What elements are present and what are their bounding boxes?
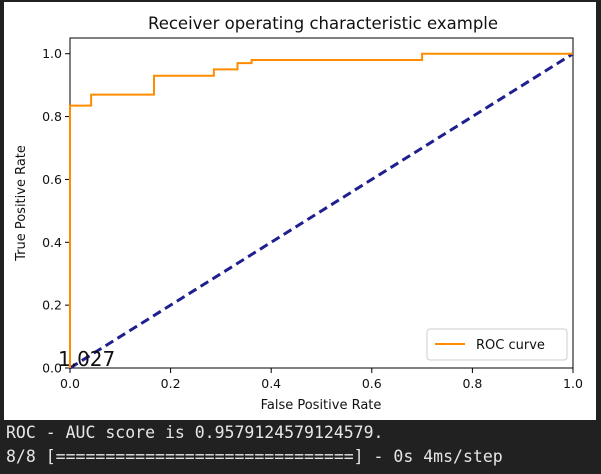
y-tick-label: 0.8 <box>42 109 62 124</box>
x-tick-label: 0.2 <box>161 376 181 391</box>
x-tick-label: 0.4 <box>261 376 281 391</box>
auc-score-line: ROC - AUC score is 0.9579124579124579. <box>6 423 384 442</box>
roc-curve-line <box>69 52 573 368</box>
x-tick-label: 0.0 <box>60 376 80 391</box>
console-output: ROC - AUC score is 0.9579124579124579. 8… <box>0 421 601 474</box>
legend: ROC curve <box>426 328 568 361</box>
progress-line: 8/8 [==============================] - 0… <box>6 447 503 466</box>
y-tick-label: 1.0 <box>42 46 62 61</box>
y-axis-label: True Positive Rate <box>14 145 29 262</box>
x-tick-label: 1.0 <box>563 376 583 391</box>
x-tick-label: 0.8 <box>462 376 482 391</box>
x-tick-label: 0.6 <box>362 376 382 391</box>
y-tick-label: 0.0 <box>42 361 62 376</box>
chance-diagonal-line <box>69 52 574 370</box>
y-tick-label: 0.4 <box>42 235 62 250</box>
legend-label-roc: ROC curve <box>476 338 545 353</box>
point-annotation: 1.027 <box>58 347 115 371</box>
legend-box <box>426 328 568 361</box>
x-axis-ticks: 0.0 0.2 0.4 0.6 0.8 1.0 <box>60 368 583 391</box>
roc-chart: Receiver operating characteristic exampl… <box>14 14 583 413</box>
series-layer <box>69 52 574 370</box>
x-axis-label: False Positive Rate <box>261 398 382 413</box>
y-tick-label: 0.6 <box>42 172 62 187</box>
chart-title: Receiver operating characteristic exampl… <box>148 14 498 33</box>
y-tick-label: 0.2 <box>42 298 62 313</box>
plot-frame <box>69 37 574 369</box>
y-axis-ticks: 0.0 0.2 0.4 0.6 0.8 1.0 <box>42 46 70 376</box>
plot-area: Receiver operating characteristic exampl… <box>4 2 596 420</box>
